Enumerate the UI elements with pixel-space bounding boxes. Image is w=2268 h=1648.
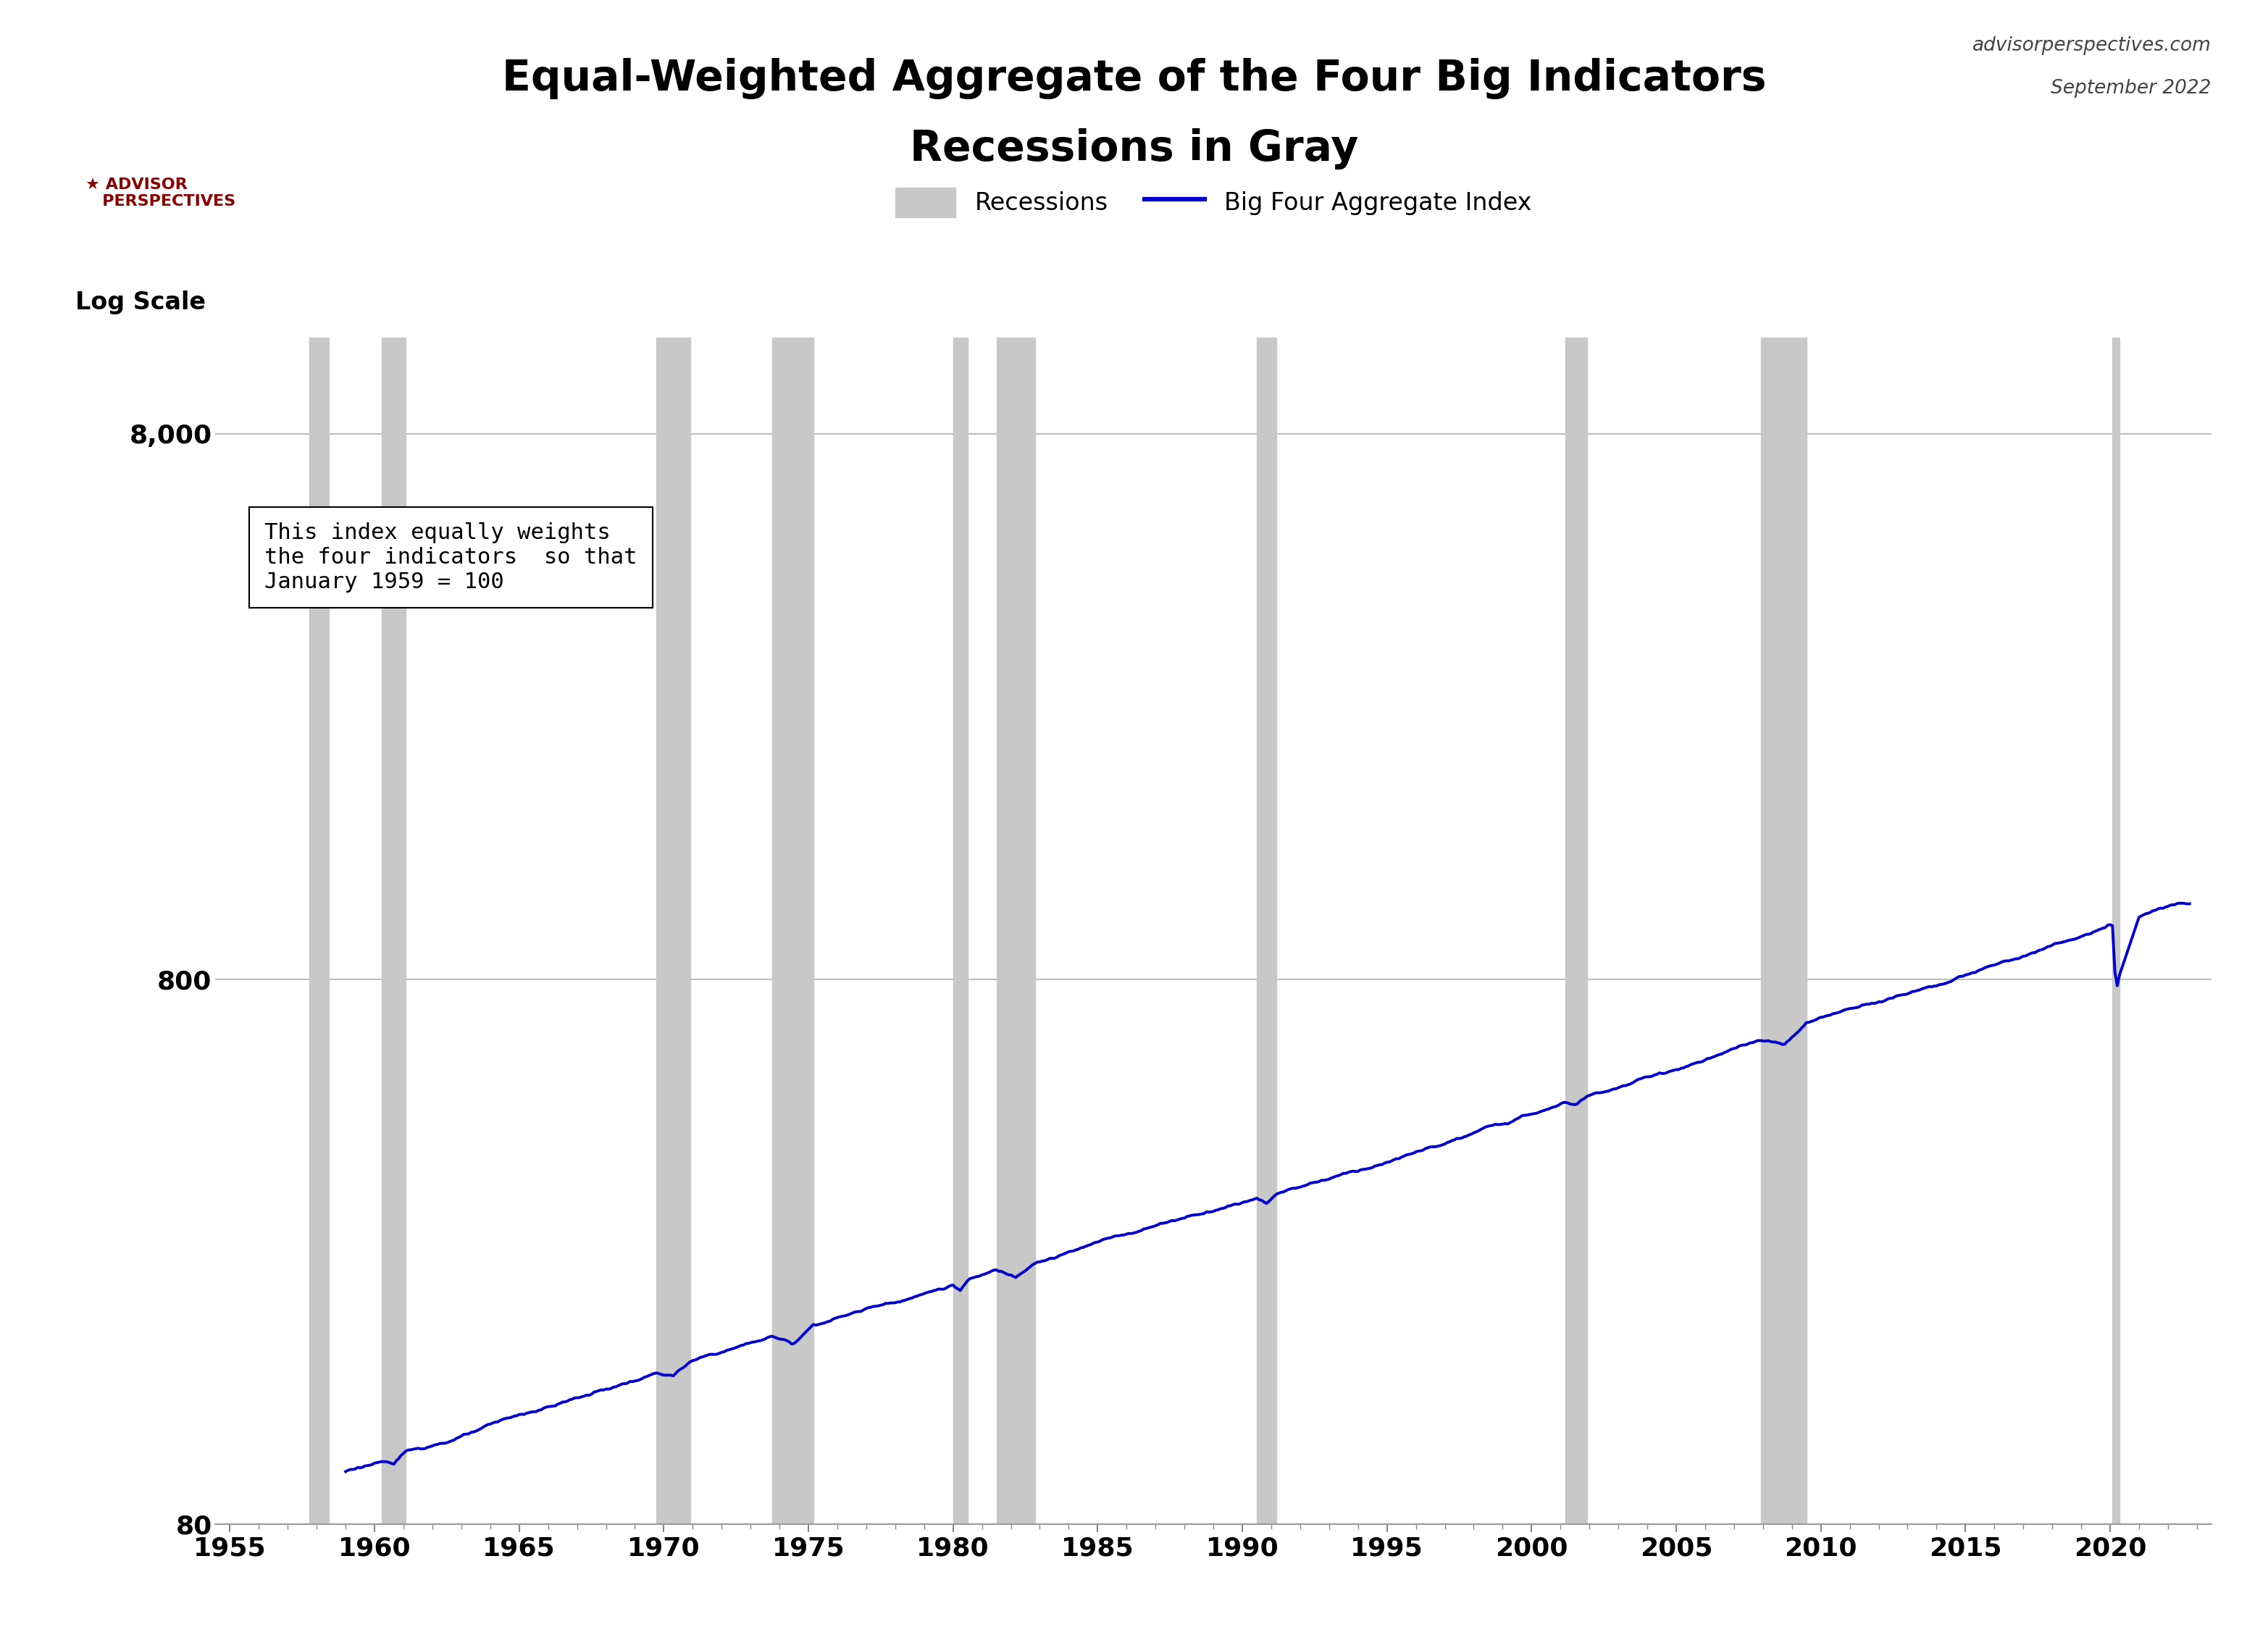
Bar	[773, 338, 814, 1524]
Text: Equal-Weighted Aggregate of the Four Big Indicators: Equal-Weighted Aggregate of the Four Big…	[501, 58, 1767, 99]
Bar	[996, 338, 1034, 1524]
Bar	[2112, 338, 2121, 1524]
Text: Log Scale: Log Scale	[75, 290, 206, 315]
Text: Recessions in Gray: Recessions in Gray	[909, 129, 1359, 170]
Bar	[1256, 338, 1277, 1524]
Text: advisorperspectives.com: advisorperspectives.com	[1973, 36, 2211, 54]
Bar	[308, 338, 329, 1524]
Text: September 2022: September 2022	[2050, 79, 2211, 97]
Bar	[655, 338, 689, 1524]
Bar	[1760, 338, 1805, 1524]
Bar	[381, 338, 406, 1524]
Legend: Recessions, Big Four Aggregate Index: Recessions, Big Four Aggregate Index	[885, 178, 1542, 227]
Text: This index equally weights
the four indicators  so that
January 1959 = 100: This index equally weights the four indi…	[265, 522, 637, 592]
Bar	[953, 338, 968, 1524]
Text: ★ ADVISOR
   PERSPECTIVES: ★ ADVISOR PERSPECTIVES	[86, 178, 236, 209]
Bar	[1565, 338, 1588, 1524]
